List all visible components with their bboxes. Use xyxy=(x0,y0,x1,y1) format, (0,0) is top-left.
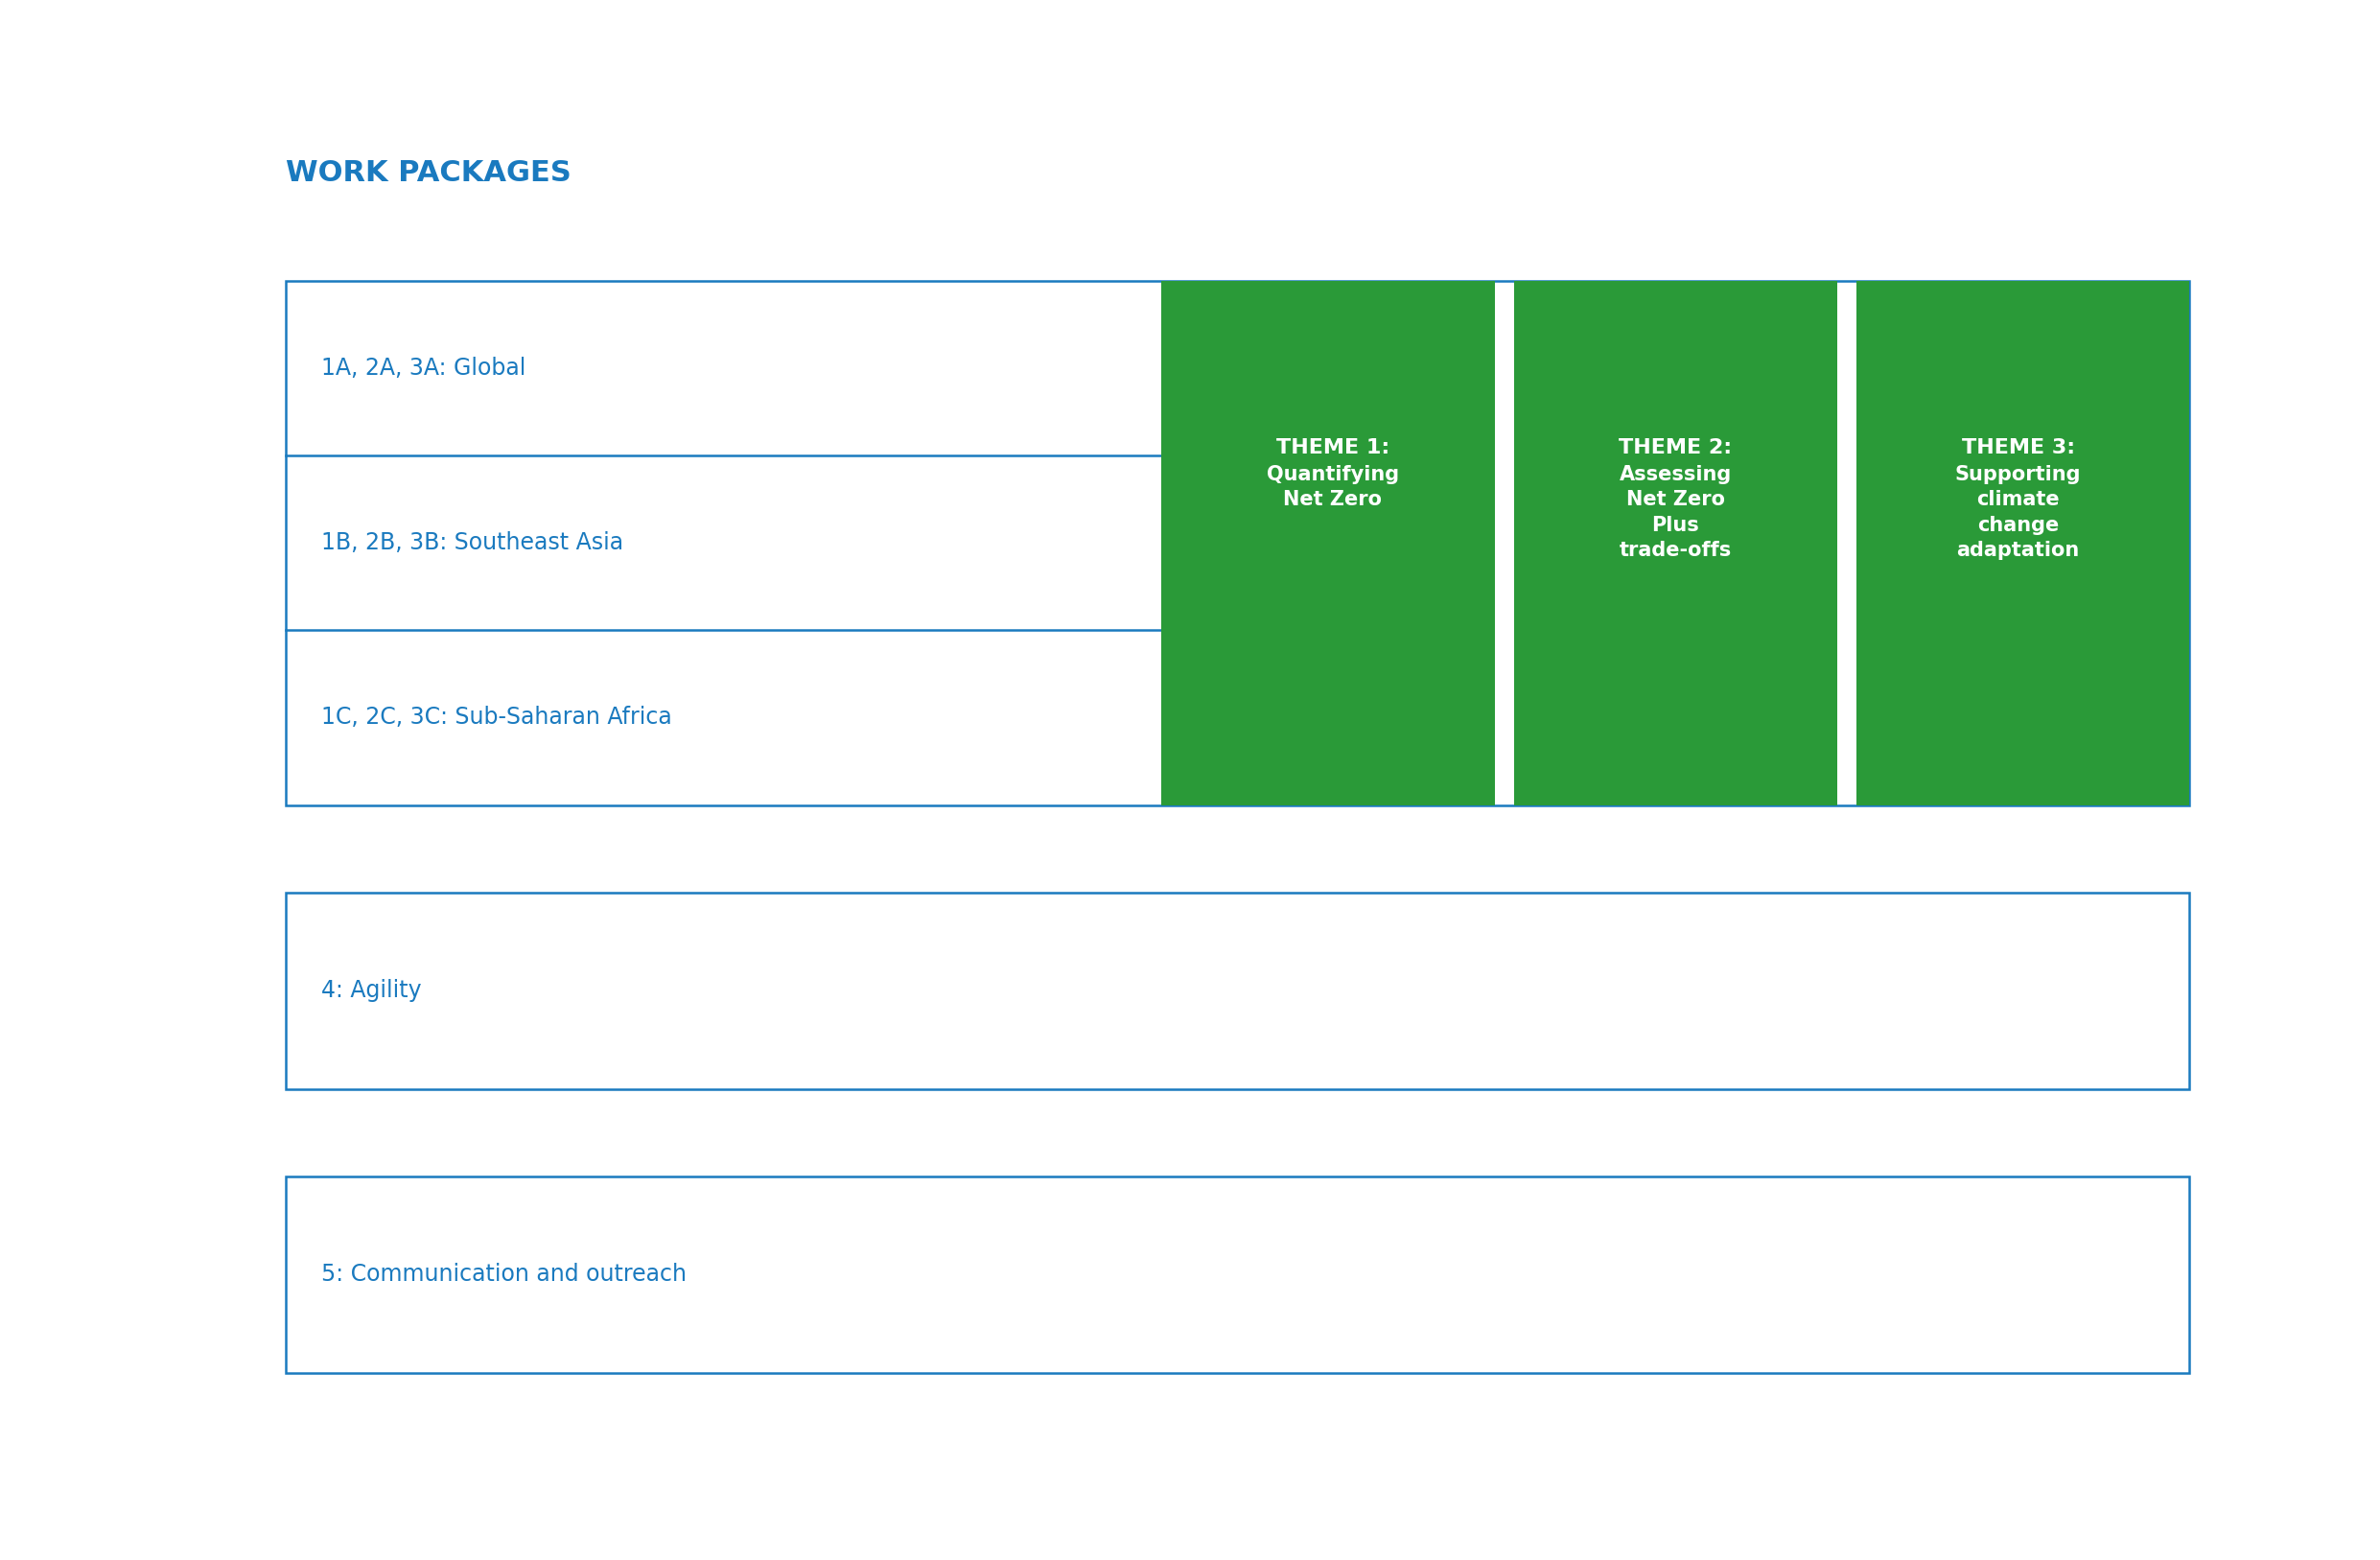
Text: 4: Agility: 4: Agility xyxy=(321,980,421,1002)
Text: 1C, 2C, 3C: Sub-Saharan Africa: 1C, 2C, 3C: Sub-Saharan Africa xyxy=(321,707,671,729)
Text: THEME 3:: THEME 3: xyxy=(1961,438,2075,457)
Text: WORK PACKAGES: WORK PACKAGES xyxy=(286,159,571,187)
Text: 1B, 2B, 3B: Southeast Asia: 1B, 2B, 3B: Southeast Asia xyxy=(321,532,624,554)
Text: 1A, 2A, 3A: Global: 1A, 2A, 3A: Global xyxy=(321,357,526,379)
FancyBboxPatch shape xyxy=(286,1176,2190,1373)
Text: THEME 2:: THEME 2: xyxy=(1618,438,1733,457)
FancyBboxPatch shape xyxy=(286,892,2190,1089)
FancyBboxPatch shape xyxy=(1161,281,1495,805)
FancyBboxPatch shape xyxy=(1514,281,1837,805)
Text: Supporting
climate
change
adaptation: Supporting climate change adaptation xyxy=(1956,465,2080,560)
Text: Assessing
Net Zero
Plus
trade-offs: Assessing Net Zero Plus trade-offs xyxy=(1618,465,1733,560)
Text: 5: Communication and outreach: 5: Communication and outreach xyxy=(321,1264,688,1285)
Text: THEME 1:: THEME 1: xyxy=(1276,438,1390,457)
Text: Quantifying
Net Zero: Quantifying Net Zero xyxy=(1266,465,1399,510)
FancyBboxPatch shape xyxy=(286,281,2190,805)
FancyBboxPatch shape xyxy=(1856,281,2190,805)
